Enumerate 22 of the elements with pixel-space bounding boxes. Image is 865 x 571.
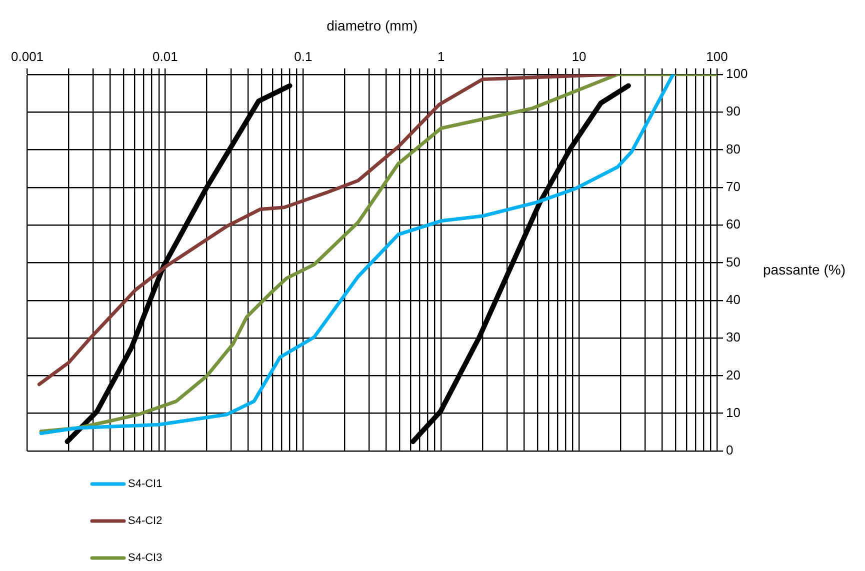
legend-label: S4-CI1 xyxy=(128,478,162,490)
y-tick-label: 10 xyxy=(726,404,740,420)
y-tick-label: 90 xyxy=(726,104,740,119)
y-tick-label: 100 xyxy=(726,66,748,81)
x-tick-label: 0.001 xyxy=(10,49,44,64)
legend-label: S4-CI2 xyxy=(128,515,162,528)
y-tick-label: 40 xyxy=(726,292,740,307)
x-tick-label: 0.01 xyxy=(152,49,178,64)
y-tick-label: 30 xyxy=(726,330,740,345)
y-tick-label: 50 xyxy=(726,254,740,270)
y-tick-label: 20 xyxy=(726,367,740,382)
y-tick-label: 0 xyxy=(726,442,734,458)
y-tick-label: 70 xyxy=(726,178,740,194)
y-tick-label: 60 xyxy=(726,216,740,232)
x-axis-title: diametro (mm) xyxy=(326,17,418,34)
x-tick-label: 10 xyxy=(572,49,586,64)
legend-label: S4-CI3 xyxy=(128,552,162,564)
y-tick-label: 80 xyxy=(726,141,740,156)
y-axis-title: passante (%) xyxy=(763,262,846,278)
x-tick-label: 100 xyxy=(706,49,728,64)
x-tick-label: 1 xyxy=(437,49,445,64)
x-tick-label: 0.1 xyxy=(294,49,312,64)
